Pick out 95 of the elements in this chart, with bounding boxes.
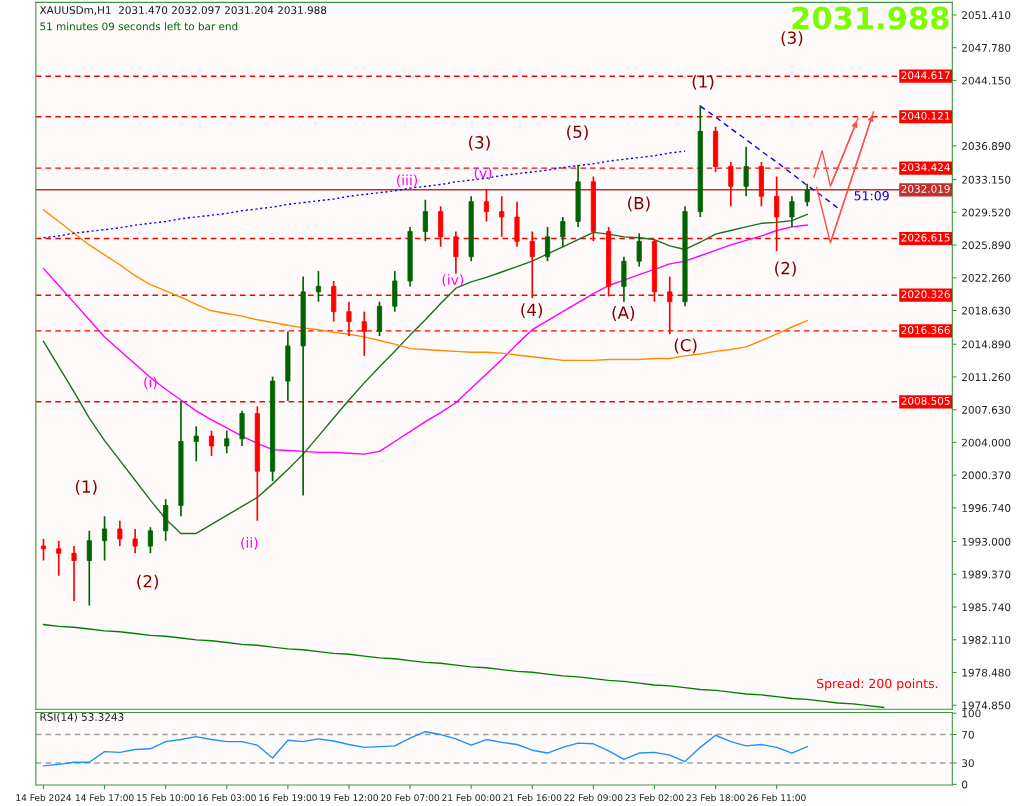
line-series	[699, 105, 839, 209]
x-tick-label: 14 Feb 17:00	[75, 794, 134, 802]
candlestick	[636, 232, 642, 268]
candlestick	[544, 226, 551, 263]
y-tick-label: 2051.410	[962, 11, 1011, 20]
annotation: 51:09	[854, 190, 889, 201]
x-tick-label: 19 Feb 12:00	[320, 794, 378, 802]
y-tick-label: 2022.260	[962, 274, 1011, 282]
annotation: (v)	[474, 167, 492, 180]
annotation: (4)	[521, 303, 543, 319]
y-tick-label: 1985.740	[962, 603, 1011, 612]
y-tick-label: 2029.520	[962, 208, 1011, 217]
y-tick-label: 2047.780	[962, 43, 1011, 52]
x-tick-label: 23 Feb 02:00	[625, 794, 684, 802]
y-tick-label: 2044.150	[962, 76, 1011, 85]
annotation: Spread: 200 points.	[817, 678, 938, 691]
y-tick-label: 2025.890	[962, 241, 1011, 250]
y-tick-label: 2036.890	[962, 142, 1011, 150]
ref-line-label: 2016.366	[901, 326, 950, 334]
x-tick-label: 23 Feb 18:00	[686, 794, 745, 802]
y-tick-label: 2007.630	[962, 405, 1011, 414]
candlestick	[804, 182, 810, 208]
x-tick-label: 16 Feb 19:00	[259, 794, 317, 802]
y-tick-label: 0	[962, 780, 968, 789]
y-tick-label: 2033.150	[962, 175, 1011, 184]
candlestick	[56, 539, 62, 577]
ref-line-label: 2034.424	[901, 163, 950, 172]
annotation: (i)	[144, 376, 157, 390]
y-tick-label: 1982.110	[962, 635, 1011, 644]
line-series	[42, 213, 808, 535]
y-tick-label: 2000.370	[962, 471, 1011, 480]
chart-title: RSI(14) 53.3243	[40, 712, 124, 723]
annotation: (3)	[781, 31, 803, 46]
ref-line-label: 2040.121	[901, 111, 950, 120]
x-tick-label: 14 Feb 2024	[16, 794, 72, 802]
annotation: (A)	[612, 306, 635, 321]
candlestick	[422, 199, 428, 243]
candlestick	[499, 195, 505, 238]
candlestick	[483, 188, 489, 223]
annotation: (B)	[628, 196, 650, 212]
ref-line-label: 2020.326	[901, 290, 950, 299]
annotation: (iv)	[442, 274, 464, 287]
candlestick	[789, 195, 795, 228]
y-tick-label: 1996.740	[962, 504, 1011, 512]
x-tick-label: 26 Feb 11:00	[747, 794, 806, 802]
y-tick-label: 2011.260	[962, 373, 1011, 382]
x-tick-label: 21 Feb 00:00	[442, 794, 501, 802]
x-tick-label: 16 Feb 03:00	[198, 794, 256, 802]
annotation: (1)	[692, 74, 714, 90]
line-series	[42, 150, 686, 239]
annotation: (5)	[567, 125, 588, 140]
y-tick-label: 1974.850	[962, 701, 1011, 710]
line-series	[42, 224, 808, 455]
x-tick-label: 21 Feb 16:00	[503, 794, 562, 802]
line-series	[42, 731, 808, 767]
annotation: (1)	[75, 479, 97, 495]
candlestick	[147, 526, 153, 555]
annotation: (iii)	[397, 174, 418, 187]
y-tick-label: 2018.630	[962, 306, 1011, 315]
candlestick	[208, 429, 215, 457]
candlestick	[315, 270, 321, 303]
candlestick	[743, 145, 749, 198]
x-tick-label: 15 Feb 10:00	[137, 794, 195, 802]
candlestick	[560, 216, 566, 248]
candlestick	[453, 230, 459, 275]
candlestick	[71, 545, 77, 602]
y-tick-label: 30	[962, 759, 974, 768]
y-tick-label: 100	[962, 709, 981, 718]
y-tick-label: 2004.000	[962, 438, 1011, 447]
x-tick-label: 22 Feb 09:00	[564, 794, 623, 802]
candlestick	[40, 538, 47, 562]
candlestick	[102, 515, 108, 562]
candlestick	[117, 520, 123, 547]
annotation: (C)	[674, 338, 697, 354]
y-tick-label: 70	[962, 730, 974, 739]
candlestick	[224, 429, 230, 455]
annotation: (2)	[775, 261, 796, 277]
candlestick	[193, 425, 199, 463]
ref-line-label: 2026.615	[901, 233, 950, 242]
ref-line-label: 2008.505	[901, 396, 950, 405]
text: 51 minutes 09 seconds left to bar end	[40, 22, 238, 31]
annotation: (ii)	[241, 537, 258, 550]
annotation: (2)	[137, 574, 159, 590]
y-tick-label: 1989.370	[962, 570, 1011, 579]
ref-line-label: 2032.019	[901, 184, 950, 193]
candlestick	[86, 529, 92, 607]
y-tick-label: 1993.000	[962, 537, 1011, 546]
annotation: (3)	[469, 135, 490, 151]
y-tick-label: 1978.480	[962, 668, 1011, 677]
ref-line-label: 2044.617	[901, 71, 950, 80]
chart-title: XAUUSDm,H1 2031.470 2032.097 2031.204 2031.988	[39, 6, 327, 16]
y-tick-label: 2014.890	[962, 340, 1011, 349]
x-tick-label: 20 Feb 07:00	[381, 794, 440, 802]
candlestick	[132, 528, 138, 555]
annotation: 2031.988	[792, 6, 949, 30]
